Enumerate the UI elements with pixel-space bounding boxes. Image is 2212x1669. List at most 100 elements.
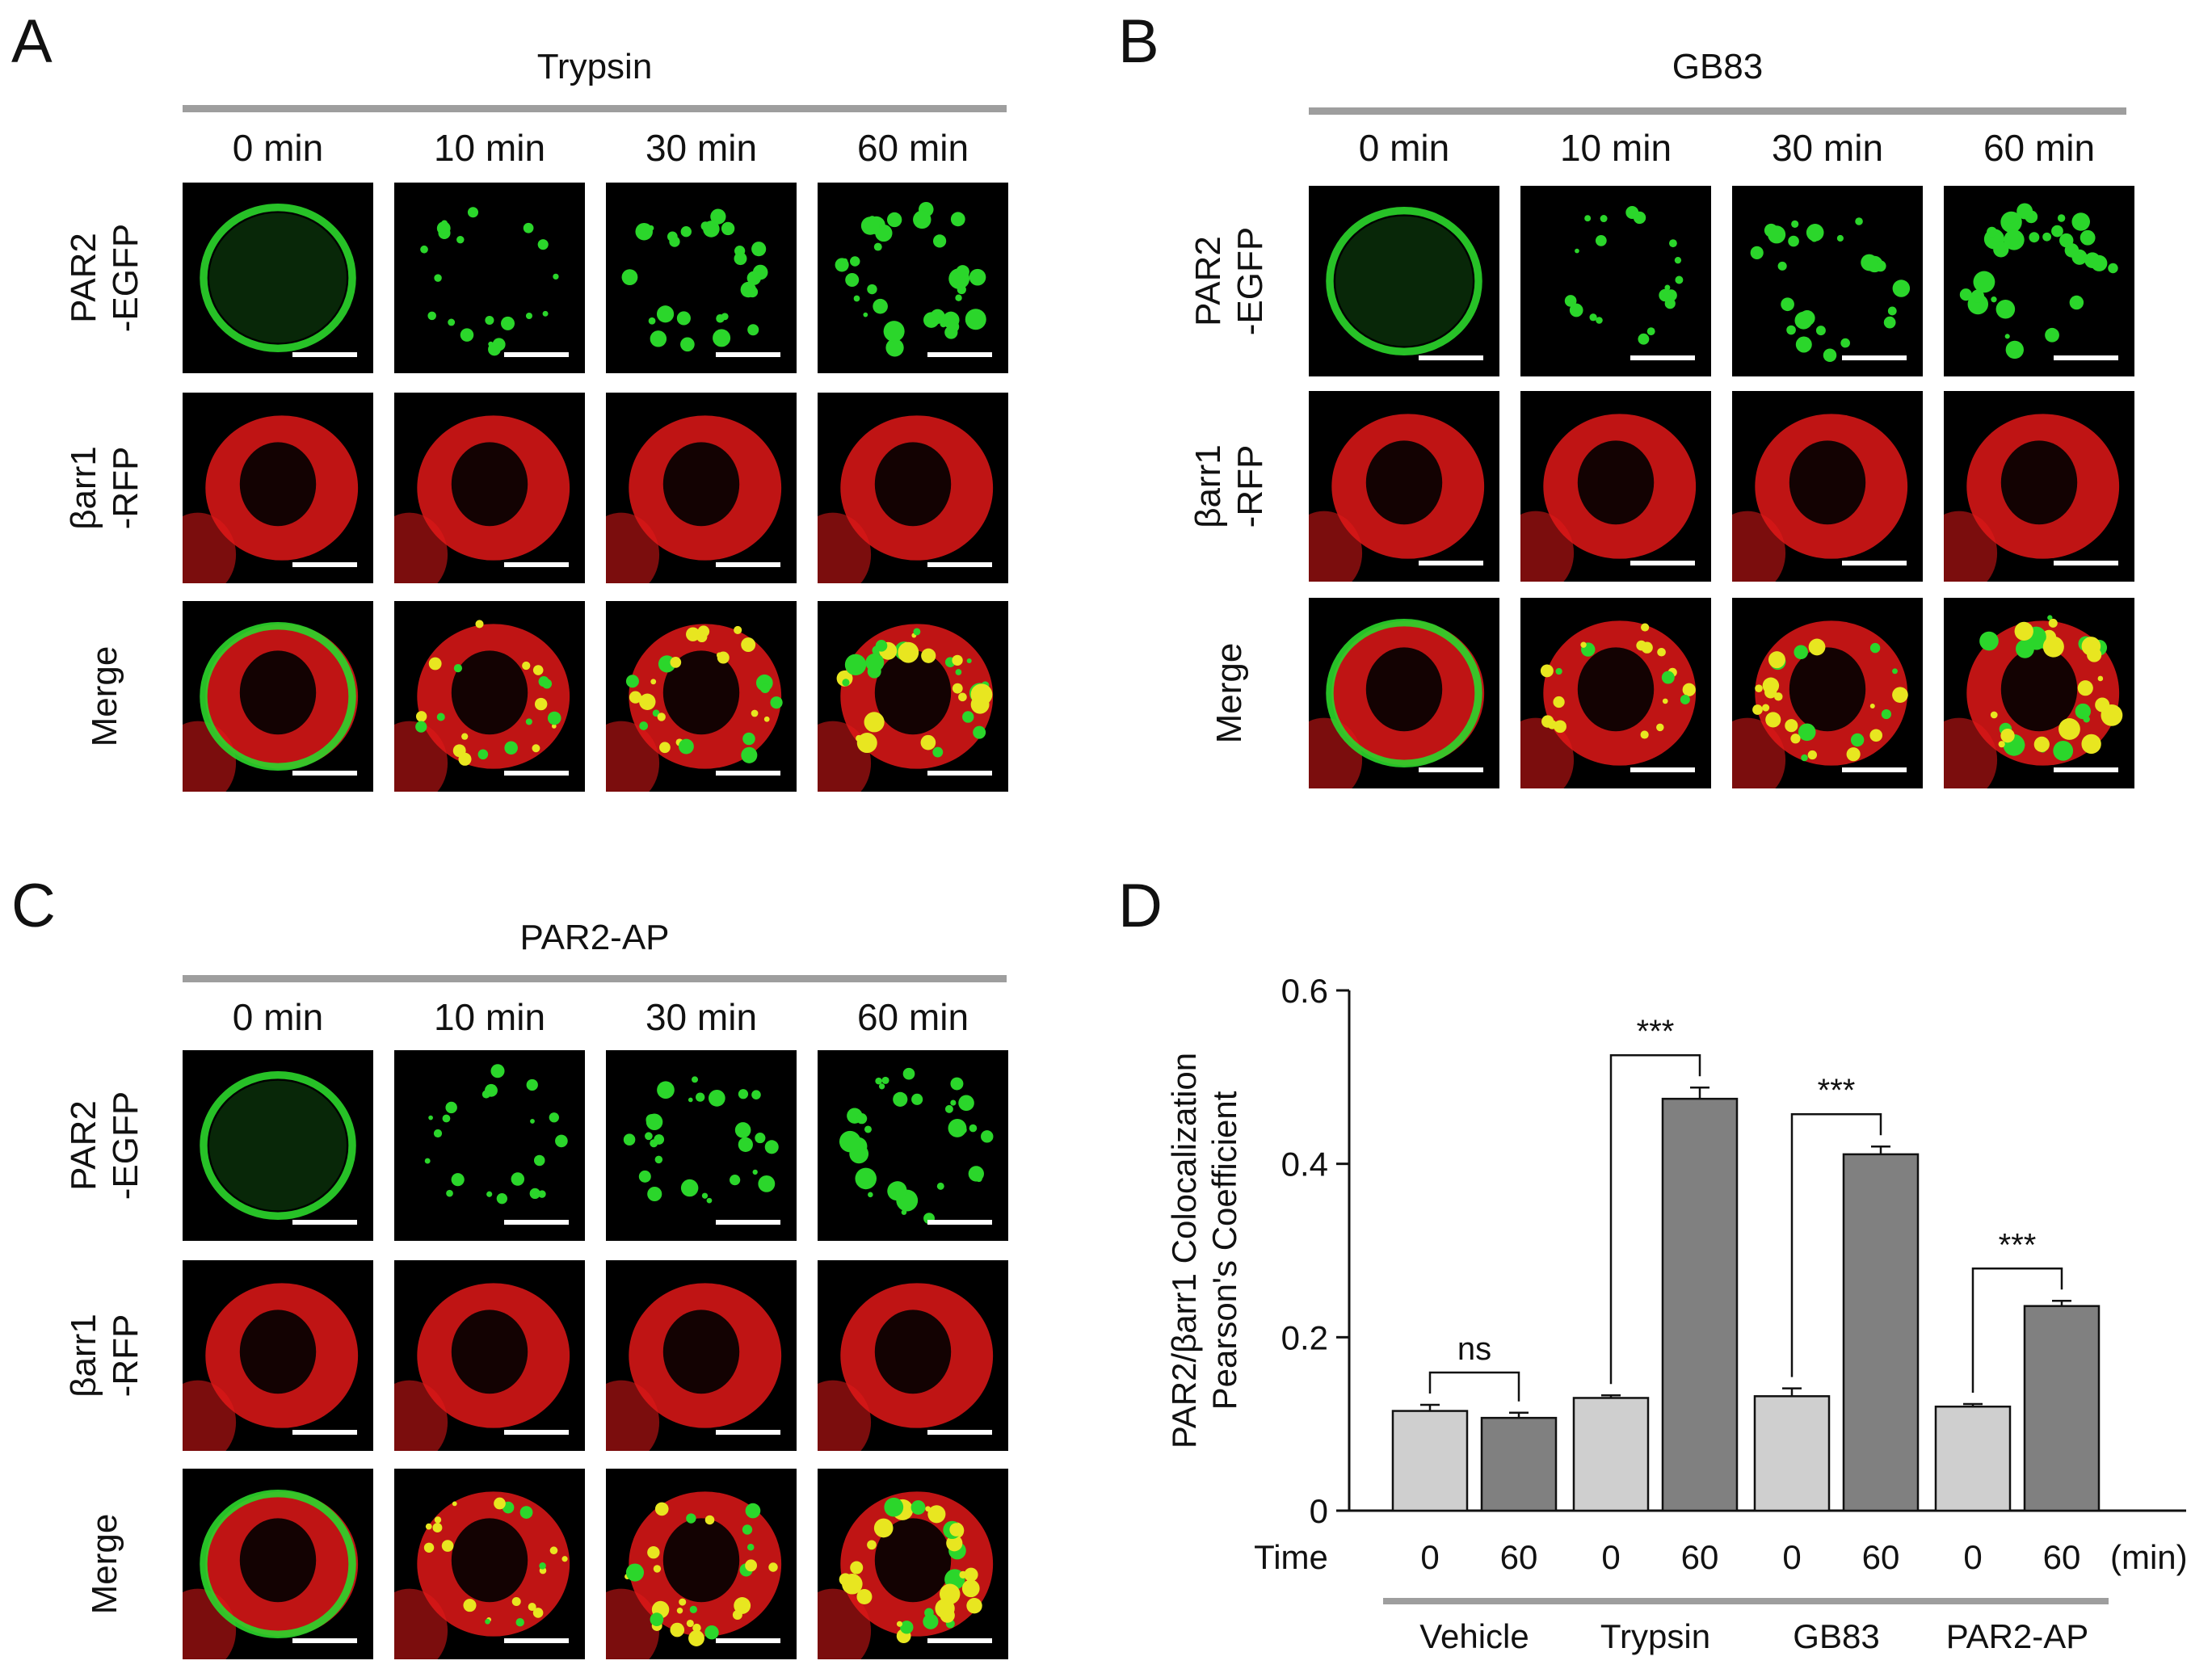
scale-bar	[927, 352, 992, 357]
egfp-row-label-line: PAR2	[64, 233, 103, 323]
egfp-row-micrograph	[1309, 186, 1499, 376]
y-tick-label: 0	[1310, 1492, 1328, 1530]
time-axis-prefix: Time	[1254, 1538, 1328, 1576]
rfp-row-label: βarr1 -RFP	[1188, 444, 1272, 528]
scale-bar	[292, 1430, 357, 1435]
rfp-row-micrograph	[818, 1260, 1008, 1451]
egfp-row-label-line: PAR2	[64, 1100, 103, 1191]
scale-bar	[1842, 561, 1907, 565]
scale-bar	[927, 1430, 992, 1435]
time-label-2: 30 min	[645, 996, 758, 1038]
panel-a-title: Trypsin	[536, 47, 653, 86]
scale-bar	[927, 1638, 992, 1643]
bar-gb83-60	[1842, 1153, 1920, 1512]
rfp-row-micrograph	[1520, 391, 1711, 582]
egfp-row-label-line: -EGFP	[106, 223, 145, 333]
scale-bar	[2054, 767, 2118, 772]
scale-bar	[1630, 561, 1695, 565]
merge-row-micrograph	[606, 1469, 797, 1659]
significance-bracket	[1428, 1371, 1520, 1402]
time-label-3: 60 min	[856, 127, 969, 169]
significance-bracket	[1609, 1053, 1701, 1385]
y-axis-label-line1: PAR2/βarr1 Colocalization	[1165, 1053, 1203, 1448]
scale-bar	[927, 1220, 992, 1225]
rfp-row-micrograph	[1309, 391, 1499, 582]
merge-row-micrograph	[1732, 598, 1923, 788]
egfp-row-label: PAR2 -EGFP	[1188, 227, 1272, 335]
egfp-row-label-line: -EGFP	[106, 1091, 145, 1200]
merge-row-micrograph	[1520, 598, 1711, 788]
rfp-row-label: βarr1 -RFP	[63, 1314, 147, 1398]
egfp-row-micrograph	[183, 183, 373, 373]
egfp-row-micrograph	[1732, 186, 1923, 376]
scale-bar	[504, 1220, 569, 1225]
scale-bar	[1630, 767, 1695, 772]
significance-label: ***	[1818, 1073, 1856, 1108]
group-label: PAR2-AP	[1946, 1617, 2089, 1655]
rfp-row-micrograph	[606, 393, 797, 583]
panel-a-title-bar	[183, 105, 1007, 112]
y-tick-label: 0.2	[1281, 1318, 1328, 1356]
egfp-row-label: PAR2 -EGFP	[63, 1091, 147, 1200]
y-tick-label: 0.6	[1281, 972, 1328, 1010]
panel-d-letter: D	[1118, 872, 1163, 940]
rfp-row-micrograph	[183, 1260, 373, 1451]
scale-bar	[1842, 767, 1907, 772]
scale-bar	[2054, 355, 2118, 360]
scale-bar	[292, 352, 357, 357]
scale-bar	[716, 562, 780, 567]
egfp-row-micrograph	[606, 1050, 797, 1241]
scale-bar	[716, 1220, 780, 1225]
rfp-row-label-line: βarr1	[64, 446, 103, 530]
time-label-0: 0 min	[232, 996, 324, 1038]
scale-bar	[292, 1220, 357, 1225]
bar-gb83-0	[1753, 1395, 1831, 1512]
egfp-row-micrograph	[818, 1050, 1008, 1241]
merge-row-micrograph	[394, 601, 585, 792]
rfp-row-micrograph	[818, 393, 1008, 583]
rfp-row-label-line: -RFP	[1230, 444, 1270, 528]
bar-par2-ap-0	[1934, 1405, 2012, 1512]
significance-bracket	[1971, 1268, 2063, 1393]
egfp-row-micrograph	[394, 1050, 585, 1241]
merge-row-micrograph	[394, 1469, 585, 1659]
time-label-3: 60 min	[1983, 127, 2096, 169]
scale-bar	[1419, 355, 1483, 360]
time-tick-label: 60	[2043, 1538, 2081, 1576]
panel-a-letter: A	[11, 7, 53, 76]
group-label: Trypsin	[1600, 1617, 1710, 1655]
scale-bar	[504, 352, 569, 357]
time-tick-label: 0	[1601, 1538, 1620, 1576]
significance-label: ns	[1457, 1331, 1491, 1367]
egfp-row-micrograph	[1520, 186, 1711, 376]
scale-bar	[1419, 561, 1483, 565]
scale-bar	[292, 771, 357, 776]
scale-bar	[716, 771, 780, 776]
scale-bar	[2054, 561, 2118, 565]
merge-row-label-line: Merge	[85, 645, 124, 747]
time-tick-label: 0	[1420, 1538, 1439, 1576]
time-label-2: 30 min	[645, 127, 758, 169]
scale-bar	[716, 352, 780, 357]
scale-bar	[504, 562, 569, 567]
egfp-row-micrograph	[183, 1050, 373, 1241]
merge-row-label: Merge	[84, 646, 126, 747]
time-tick-label: 0	[1782, 1538, 1801, 1576]
rfp-row-label-line: βarr1	[64, 1314, 103, 1398]
time-label-3: 60 min	[856, 996, 969, 1038]
rfp-row-micrograph	[1944, 391, 2134, 582]
colocalization-bar-chart: 0 0.2 0.4 0.6 PAR2/βarr1 Colocalization Pears…	[1165, 972, 2188, 1655]
panel-b-title: GB83	[1672, 47, 1764, 86]
merge-row-micrograph	[818, 601, 1008, 792]
time-tick-label: 60	[1862, 1538, 1900, 1576]
scale-bar	[716, 1430, 780, 1435]
merge-row-micrograph	[1944, 598, 2134, 788]
time-label-1: 10 min	[433, 127, 546, 169]
bar-vehicle-0	[1391, 1410, 1469, 1512]
y-axis-label-line2: Pearson's Coefficient	[1205, 1091, 1243, 1410]
merge-row-label-line: Merge	[85, 1513, 124, 1615]
bar-vehicle-60	[1480, 1416, 1558, 1512]
time-unit-label: (min)	[2110, 1538, 2188, 1576]
merge-row-label: Merge	[1209, 643, 1251, 744]
scale-bar	[927, 771, 992, 776]
